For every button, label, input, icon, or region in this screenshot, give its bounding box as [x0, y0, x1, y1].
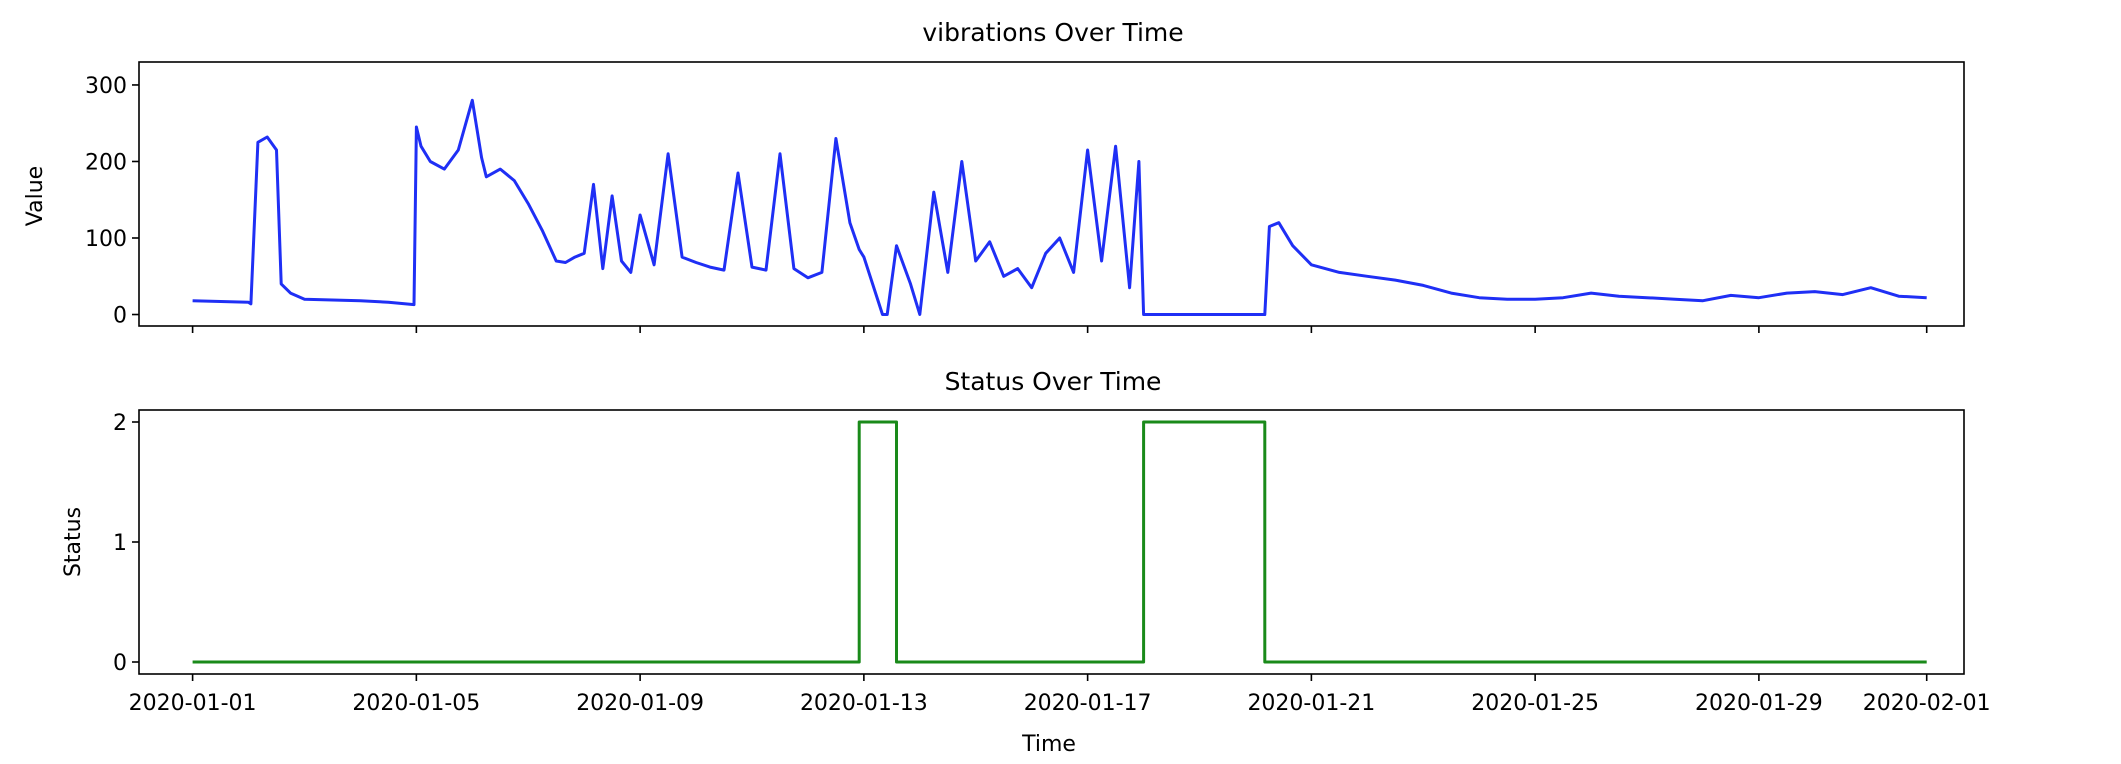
y-tick-label: 300: [85, 74, 127, 99]
axes-frame: [138, 409, 1965, 675]
y-tick-label: 1: [113, 531, 127, 556]
status-chart: Status Over Time Status Time 0 1 2 2020-01…: [61, 367, 1991, 757]
y-tick-label: 2: [113, 411, 127, 436]
x-tick-label: 2020-01-13: [800, 691, 928, 716]
status-series-line: [192, 420, 1927, 664]
vibrations-series-line: [192, 98, 1927, 316]
axes-frame: [138, 61, 1965, 327]
x-ticks: 2020-01-01 2020-01-05 2020-01-09 2020-01-13…: [129, 674, 1991, 716]
x-tick-label: 2020-01-21: [1247, 691, 1375, 716]
y-tick-label: 100: [85, 227, 127, 252]
x-axis-label-time: Time: [1021, 732, 1076, 757]
chart-title-status: Status Over Time: [945, 367, 1162, 396]
y-ticks: 0 100 200 300: [85, 74, 139, 329]
y-axis-label-status: Status: [61, 507, 86, 577]
plot-area: [192, 420, 1927, 664]
y-axis-label-value: Value: [23, 166, 48, 226]
x-tick-label: 2020-01-25: [1471, 691, 1599, 716]
x-tick-label: 2020-01-09: [576, 691, 704, 716]
y-ticks: 0 1 2: [113, 411, 139, 676]
x-tick-label: 2020-01-01: [129, 691, 257, 716]
x-tick-label: 2020-01-29: [1695, 691, 1823, 716]
x-tick-label: 2020-02-01: [1863, 691, 1991, 716]
chart-title-vibrations: vibrations Over Time: [922, 18, 1183, 47]
x-tick-label: 2020-01-05: [352, 691, 480, 716]
y-tick-label: 0: [113, 304, 127, 329]
x-tick-label: 2020-01-17: [1024, 691, 1152, 716]
x-ticks: [191, 326, 1928, 333]
y-tick-label: 0: [113, 651, 127, 676]
plot-area: [192, 98, 1927, 316]
vibrations-chart: vibrations Over Time Value 0 100 200 300: [23, 18, 1965, 333]
y-tick-label: 200: [85, 150, 127, 175]
